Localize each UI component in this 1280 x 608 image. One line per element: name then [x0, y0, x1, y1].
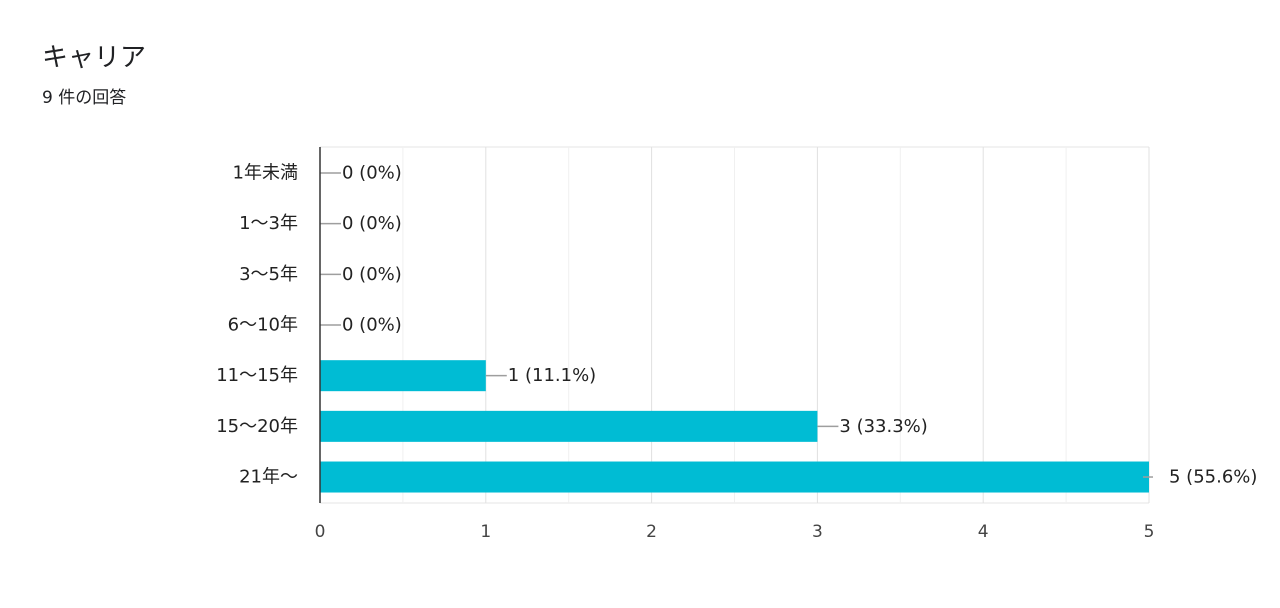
category-label-0: 1年未満	[233, 163, 298, 184]
category-label-4: 11〜15年	[216, 365, 298, 386]
bar-6	[320, 461, 1149, 493]
response-count: 9 件の回答	[42, 88, 127, 108]
category-label-2: 3〜5年	[239, 264, 298, 285]
x-tick-label-5: 5	[1144, 522, 1155, 542]
x-tick-label-0: 0	[315, 522, 326, 542]
category-label-5: 15〜20年	[216, 416, 298, 437]
value-label-4: 1 (11.1%)	[508, 365, 596, 386]
value-label-0: 0 (0%)	[342, 163, 402, 184]
question-title: キャリア	[42, 43, 147, 73]
value-label-5: 3 (33.3%)	[839, 416, 927, 437]
value-label-6: 5 (55.6%)	[1169, 467, 1257, 488]
x-tick-label-2: 2	[646, 522, 657, 542]
category-label-6: 21年〜	[239, 467, 298, 488]
value-label-1: 0 (0%)	[342, 213, 402, 234]
bar-4	[320, 360, 486, 392]
bar-5	[320, 410, 818, 442]
x-tick-label-1: 1	[480, 522, 491, 542]
value-label-3: 0 (0%)	[342, 315, 402, 336]
category-label-1: 1〜3年	[239, 213, 298, 234]
x-tick-label-4: 4	[978, 522, 989, 542]
value-label-2: 0 (0%)	[342, 264, 402, 285]
category-label-3: 6〜10年	[228, 315, 298, 336]
x-tick-label-3: 3	[812, 522, 823, 542]
